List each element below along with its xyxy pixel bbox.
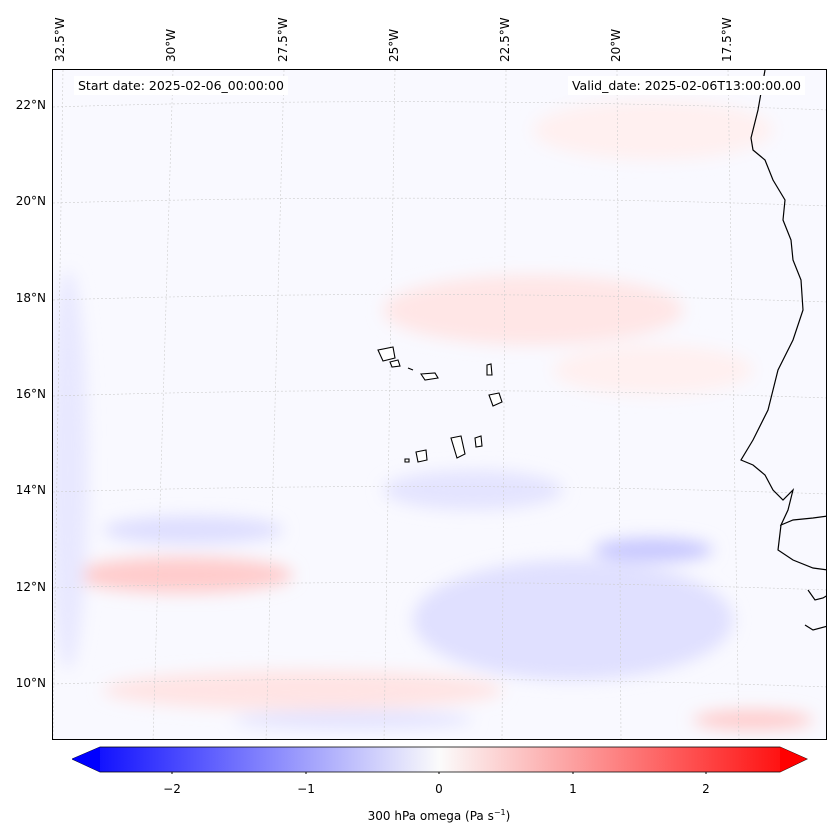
lon-label: 17.5°W: [720, 17, 734, 62]
lon-label: 22.5°W: [498, 17, 512, 62]
colorbar-label-exponent: −1: [493, 808, 506, 817]
colorbar-max-extend: [780, 747, 807, 772]
start-date-label: Start date: 2025-02-06_00:00:00: [74, 76, 288, 95]
lat-label: 20°N: [15, 194, 46, 208]
colorbar-label-text: 300 hPa omega (Pa s: [367, 809, 494, 823]
colorbar-min-extend: [72, 747, 100, 772]
colorbar-tick-label: −2: [163, 782, 181, 796]
lon-label: 30°W: [164, 28, 178, 62]
lat-label: 18°N: [15, 291, 46, 305]
valid-date-label: Valid_date: 2025-02-06T13:00:00.00: [567, 76, 805, 95]
omega-field: [53, 70, 826, 739]
colorbar-label-close: ): [505, 809, 511, 823]
cape-verde-islands: [377, 346, 503, 463]
colorbar: [72, 746, 808, 774]
lon-label: 32.5°W: [53, 17, 67, 62]
lat-label: 14°N: [15, 483, 46, 497]
lon-label: 25°W: [387, 28, 401, 62]
omega-shading: [53, 100, 813, 730]
omega-map: [52, 69, 827, 740]
coastline: [740, 70, 826, 631]
colorbar-gradient: [72, 746, 808, 773]
colorbar-ticks: [171, 772, 707, 774]
graticule: [53, 70, 826, 739]
lon-label: 20°W: [609, 28, 623, 62]
colorbar-label: 300 hPa omega (Pa s−1): [368, 808, 511, 823]
colorbar-tick-label: −1: [297, 782, 315, 796]
colorbar-tick-label: 2: [702, 782, 710, 796]
colorbar-tick-label: 1: [569, 782, 577, 796]
lon-label: 27.5°W: [276, 17, 290, 62]
colorbar-tick-label: 0: [435, 782, 443, 796]
lat-label: 12°N: [15, 580, 46, 594]
lat-label: 10°N: [15, 676, 46, 690]
lat-label: 16°N: [15, 387, 46, 401]
lat-label: 22°N: [15, 98, 46, 112]
